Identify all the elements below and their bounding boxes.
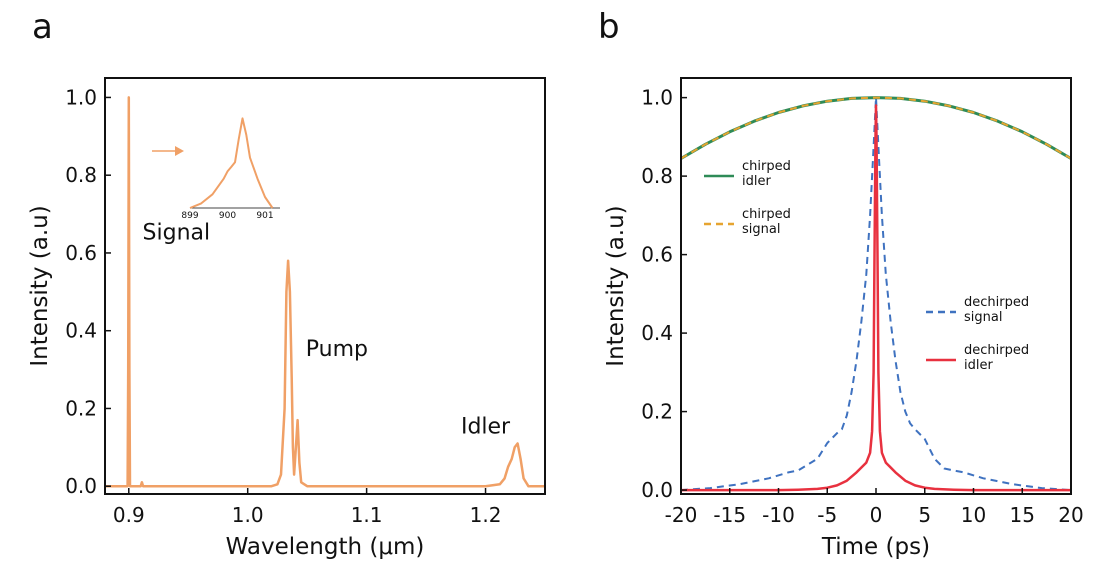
panel-b-xtick-label: 0: [870, 503, 883, 527]
legend-label-chirped-idler: idler: [742, 174, 771, 189]
panel-a-ytick-label: 0.6: [65, 241, 97, 265]
panel-b-ytick-label: 0.8: [641, 164, 673, 188]
legend-label-dechirped-signal: signal: [964, 310, 1002, 325]
inset-xtick-label: 899: [181, 211, 198, 221]
panel-b-xtick-label: 15: [1010, 503, 1035, 527]
panel-a-xtick-label: 1.0: [232, 503, 264, 527]
inset-xtick-label: 900: [219, 211, 236, 221]
panel-b-chart: 0.0 0.2 0.4 0.6 0.8 1.0 -20 -15 -10 -5 0 5 10 15 20 Tim…: [603, 77, 1084, 560]
panel-a-ytick-label: 1.0: [65, 85, 97, 109]
chirped-signal-line: [680, 96, 1072, 160]
inset-xtick-label: 901: [256, 211, 273, 221]
legend-label-dechirped-idler: idler: [964, 358, 993, 373]
panel-b-ytick-label: 1.0: [641, 86, 673, 110]
dechirped-idler-line: [681, 104, 1071, 492]
panel-b-xtick-label: -10: [762, 503, 795, 527]
panel-a-letter: a: [32, 7, 53, 47]
panel-a-ytick-label: 0.8: [65, 163, 97, 187]
panel-b-xtick-label: -20: [665, 503, 698, 527]
panel-a-ytick-label: 0.4: [65, 319, 97, 343]
legend-label-dechirped-signal: dechirped: [964, 295, 1029, 310]
panel-a-xtick-label: 1.2: [470, 503, 502, 527]
legend-label-dechirped-idler: dechirped: [964, 343, 1029, 358]
legend-label-chirped-signal: signal: [742, 222, 780, 237]
panel-a-y-axis-title: Intensity (a.u): [27, 205, 53, 366]
pump-label: Pump: [306, 337, 368, 362]
panel-a-chart: 0.0 0.2 0.4 0.6 0.8 1.0 0.9 1.0 1.1 1.2 Wavelength…: [27, 77, 546, 560]
panel-b-ytick-label: 0.2: [641, 400, 673, 424]
panel-b-xtick-label: 10: [961, 503, 986, 527]
idler-label: Idler: [461, 415, 511, 440]
panel-b-ytick-label: 0.4: [641, 321, 673, 345]
inset-spectrum-line: [189, 117, 274, 209]
panel-b-ytick-label: 0.6: [641, 243, 673, 267]
legend-label-chirped-signal: chirped: [742, 207, 791, 222]
panel-a-xtick-label: 1.1: [351, 503, 383, 527]
panel-a-ytick-label: 0.2: [65, 396, 97, 420]
inset-arrow-head: [175, 146, 184, 156]
panel-b-xtick-label: 20: [1058, 503, 1083, 527]
panel-b-y-axis-title: Intensity (a.u): [603, 205, 629, 366]
panel-b-xtick-label: -5: [817, 503, 837, 527]
panel-b-xtick-label: 5: [918, 503, 931, 527]
panel-b-letter: b: [598, 7, 620, 47]
panel-a-x-axis-title: Wavelength (μm): [226, 534, 425, 560]
panel-b-xtick-label: -15: [713, 503, 746, 527]
legend-label-chirped-idler: chirped: [742, 159, 791, 174]
spectrum-line: [105, 96, 545, 488]
panel-a-plot-frame: [104, 77, 546, 495]
panel-a-ytick-label: 0.0: [65, 474, 97, 498]
panel-a-xtick-label: 0.9: [113, 503, 145, 527]
panel-b-ytick-label: 0.0: [641, 478, 673, 502]
signal-label: Signal: [143, 220, 211, 245]
panel-b-x-axis-title: Time (ps): [821, 534, 930, 560]
